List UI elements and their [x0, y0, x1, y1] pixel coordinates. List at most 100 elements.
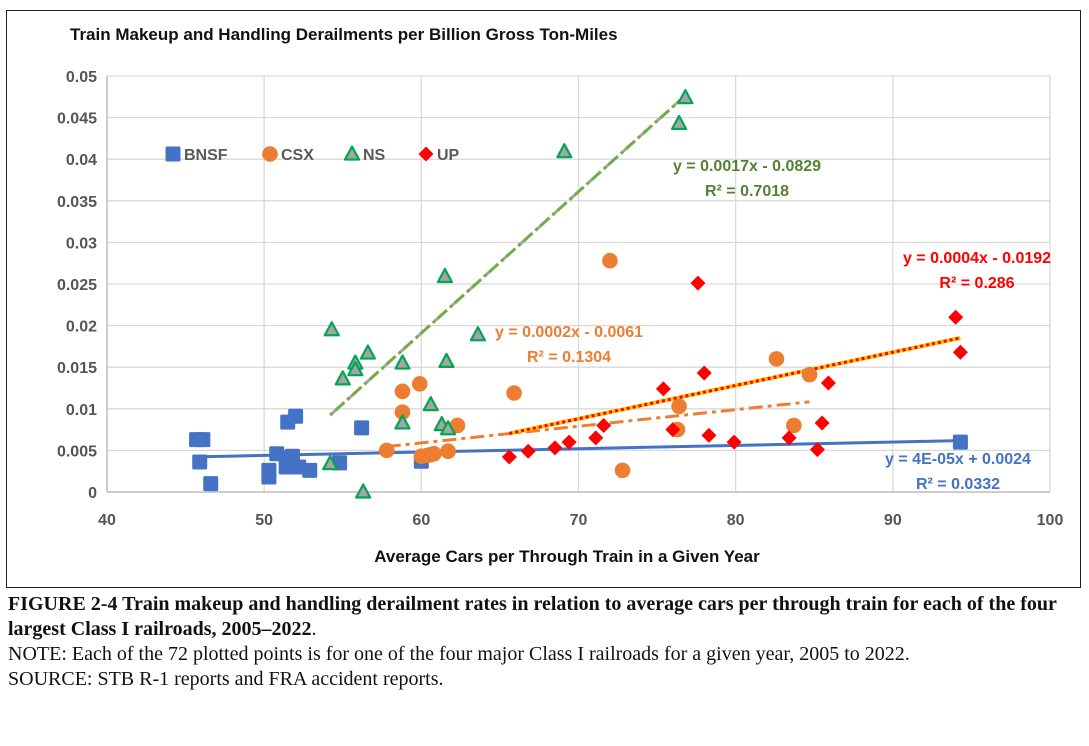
data-point-csx — [768, 351, 785, 367]
figure-title-end: . — [311, 618, 317, 640]
data-point-csx — [422, 446, 439, 463]
data-point-bnsf — [952, 434, 968, 450]
trendline-equations: y = 4E-05x + 0.0024 R² = 0.0332 y = 0.0002… — [495, 158, 1051, 493]
data-point-up — [809, 442, 825, 458]
y-axis-ticks: 0 0.005 0.01 0.015 0.02 0.025 0.03 0.035 0.04 0.0… — [57, 69, 97, 502]
x-tick-label: 100 — [1037, 512, 1064, 529]
data-point-csx — [801, 366, 818, 383]
legend-marker-up — [418, 146, 434, 162]
x-axis-label: Average Cars per Through Train in a Give… — [374, 547, 760, 566]
equation-up: y = 0.0004x - 0.0192 — [903, 250, 1051, 267]
data-point-up — [547, 440, 563, 456]
legend-label-up: UP — [437, 147, 460, 164]
data-point-ns — [439, 420, 457, 436]
data-point-bnsf — [302, 462, 318, 478]
scatter-chart: Train Makeup and Handling Derailments pe… — [57, 25, 1063, 566]
data-point-up — [588, 430, 604, 446]
data-point-csx — [378, 442, 395, 459]
data-point-up — [948, 309, 964, 325]
data-point-csx — [394, 404, 411, 420]
y-tick-label: 0.05 — [66, 69, 97, 86]
y-tick-label: 0 — [88, 485, 97, 502]
data-point-csx — [440, 443, 456, 460]
data-point-bnsf — [195, 432, 211, 448]
data-point-csx — [602, 252, 618, 269]
data-point-up — [726, 434, 742, 450]
data-point-up — [820, 375, 836, 391]
data-point-ns — [422, 396, 439, 412]
data-point-ns — [323, 321, 340, 337]
data-point-ns — [438, 352, 455, 368]
equation-bnsf: y = 4E-05x + 0.0024 — [885, 451, 1031, 468]
legend-marker-bnsf — [165, 146, 181, 162]
x-tick-label: 70 — [570, 512, 588, 529]
figure-note: NOTE: Each of the 72 plotted points is f… — [8, 643, 910, 665]
data-point-ns — [394, 354, 411, 370]
data-point-ns — [556, 143, 573, 159]
y-tick-label: 0.015 — [57, 360, 97, 377]
gridlines — [106, 75, 1051, 493]
y-tick-label: 0.02 — [66, 319, 97, 336]
data-point-csx — [394, 383, 411, 400]
data-point-up — [561, 434, 577, 450]
x-tick-label: 80 — [727, 512, 745, 529]
figure-source: SOURCE: STB R-1 reports and FRA accident… — [8, 668, 444, 690]
data-point-csx — [506, 385, 522, 401]
data-point-csx — [786, 417, 802, 434]
data-point-csx — [411, 376, 428, 392]
equation-ns: y = 0.0017x - 0.0829 — [673, 158, 821, 175]
data-point-up — [655, 381, 671, 397]
legend: BNSF CSX NS UP — [165, 145, 460, 164]
data-points — [189, 89, 968, 499]
data-point-bnsf — [284, 448, 300, 464]
data-point-ns — [394, 414, 411, 430]
x-tick-label: 40 — [98, 512, 116, 529]
chart-title: Train Makeup and Handling Derailments pe… — [70, 25, 618, 44]
data-point-up — [701, 427, 717, 443]
chart-frame: Train Makeup and Handling Derailments pe… — [6, 10, 1081, 588]
y-tick-label: 0.045 — [57, 111, 97, 128]
data-point-up — [520, 443, 536, 459]
legend-label-csx: CSX — [281, 147, 314, 164]
data-point-up — [781, 430, 797, 446]
data-point-up — [501, 449, 517, 465]
legend-label-ns: NS — [363, 147, 386, 164]
legend-label-bnsf: BNSF — [184, 147, 228, 164]
trendline-ns — [329, 94, 687, 417]
figure-caption: FIGURE 2-4 Train makeup and handling der… — [8, 592, 1083, 692]
data-point-bnsf — [354, 420, 370, 436]
r-squared-up: R² = 0.286 — [939, 275, 1014, 292]
x-tick-label: 90 — [884, 512, 902, 529]
y-tick-label: 0.03 — [66, 235, 97, 252]
data-point-up — [665, 422, 681, 438]
y-tick-label: 0.005 — [57, 443, 97, 460]
data-point-bnsf — [261, 469, 277, 485]
data-point-ns — [355, 483, 372, 499]
equation-csx: y = 0.0002x - 0.0061 — [495, 324, 643, 341]
x-axis-ticks: 40 50 60 70 80 90 100 — [98, 512, 1063, 529]
data-point-ns — [670, 114, 688, 131]
trendlines — [196, 94, 961, 459]
data-point-up — [814, 415, 830, 431]
r-squared-csx: R² = 0.1304 — [527, 349, 611, 366]
data-point-csx — [671, 398, 687, 415]
data-point-bnsf — [192, 454, 208, 470]
data-point-ns — [347, 361, 364, 377]
legend-marker-ns — [343, 145, 361, 161]
y-tick-label: 0.025 — [57, 277, 97, 294]
data-point-ns — [469, 326, 487, 342]
data-point-csx — [614, 462, 631, 479]
data-point-ns — [677, 89, 694, 105]
data-point-ns — [359, 344, 376, 360]
data-point-ns — [334, 370, 351, 386]
data-point-bnsf — [288, 408, 304, 424]
x-tick-label: 50 — [255, 512, 273, 529]
data-point-up — [952, 344, 968, 360]
trendline-bnsf — [196, 439, 961, 459]
data-point-up — [596, 417, 612, 433]
y-tick-label: 0.01 — [66, 402, 97, 419]
data-point-up — [690, 275, 706, 291]
y-tick-label: 0.035 — [57, 194, 97, 211]
y-tick-label: 0.04 — [66, 152, 97, 169]
x-tick-label: 60 — [412, 512, 430, 529]
